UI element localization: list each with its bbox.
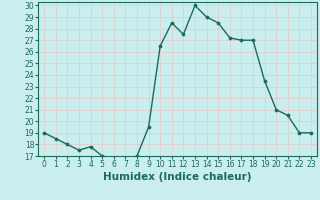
X-axis label: Humidex (Indice chaleur): Humidex (Indice chaleur) [103, 172, 252, 182]
